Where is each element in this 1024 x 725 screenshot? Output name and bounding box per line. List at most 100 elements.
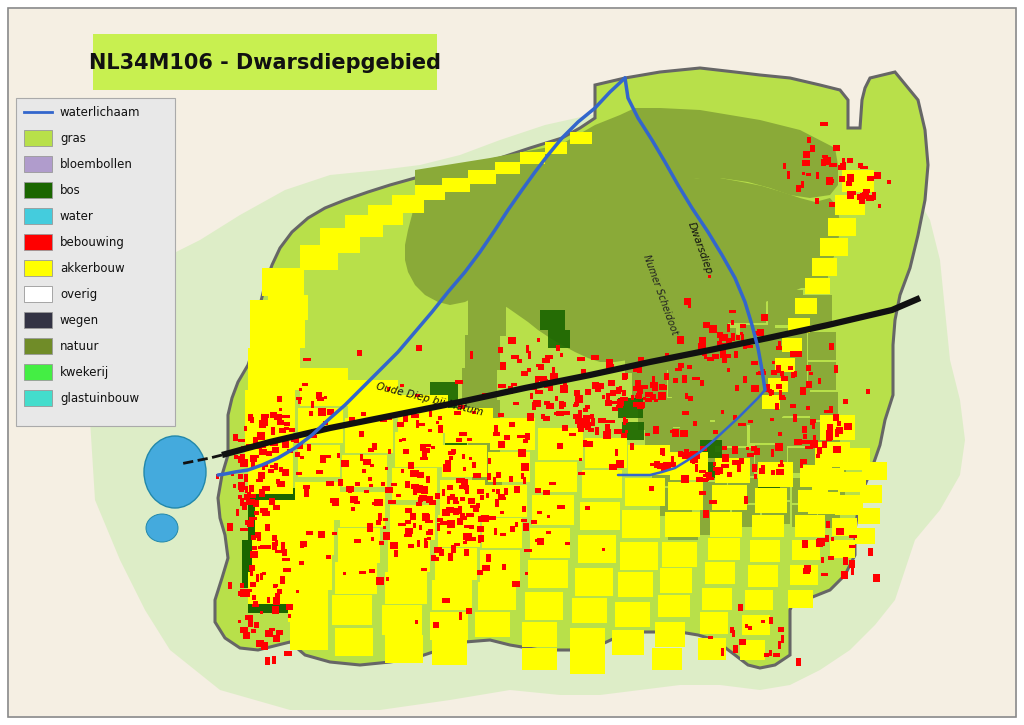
Bar xyxy=(625,338,663,373)
Bar xyxy=(269,498,274,505)
Bar xyxy=(840,448,870,470)
Bar xyxy=(319,228,360,253)
Bar xyxy=(732,630,735,637)
Bar xyxy=(464,478,468,486)
Text: gras: gras xyxy=(60,131,86,144)
Bar xyxy=(280,428,286,433)
Bar xyxy=(415,621,418,624)
Bar xyxy=(713,467,720,471)
Bar xyxy=(559,402,563,410)
Bar xyxy=(303,485,310,489)
Bar xyxy=(286,568,291,572)
Bar xyxy=(836,428,843,434)
Bar xyxy=(752,464,757,472)
Bar xyxy=(469,524,474,529)
Bar xyxy=(490,418,535,450)
Bar xyxy=(258,449,266,455)
Bar xyxy=(706,472,713,477)
Bar xyxy=(688,290,728,328)
Bar xyxy=(523,523,529,531)
Bar xyxy=(279,468,283,473)
Bar xyxy=(648,295,686,330)
Bar xyxy=(722,334,728,341)
Bar xyxy=(300,544,304,547)
Bar xyxy=(778,432,782,436)
Bar xyxy=(598,418,606,423)
Bar xyxy=(245,390,295,428)
Bar xyxy=(256,574,259,582)
Bar xyxy=(476,503,479,508)
Bar xyxy=(536,364,544,367)
Bar xyxy=(722,350,726,355)
Bar xyxy=(758,462,793,487)
Bar xyxy=(821,441,826,447)
Bar xyxy=(268,469,274,473)
Bar xyxy=(453,501,459,504)
Bar xyxy=(770,470,774,475)
Bar xyxy=(645,392,652,397)
Bar xyxy=(815,198,819,204)
Bar xyxy=(248,568,293,613)
Bar xyxy=(590,414,594,419)
Bar xyxy=(695,464,698,472)
Polygon shape xyxy=(215,68,928,668)
Bar xyxy=(241,454,246,462)
Bar xyxy=(665,353,669,357)
Bar xyxy=(546,531,551,534)
Bar xyxy=(278,481,286,486)
Bar xyxy=(470,351,473,359)
Bar xyxy=(582,470,622,498)
Bar xyxy=(456,380,463,384)
Bar xyxy=(280,576,285,584)
Bar xyxy=(751,446,757,451)
Bar xyxy=(694,454,700,459)
Bar xyxy=(807,137,811,143)
Bar xyxy=(544,379,548,383)
Bar xyxy=(731,320,734,325)
Bar xyxy=(580,427,584,430)
Bar xyxy=(477,526,484,532)
Bar xyxy=(469,457,471,460)
Bar xyxy=(534,400,542,407)
Bar xyxy=(839,165,843,170)
Bar xyxy=(855,528,874,544)
Bar xyxy=(780,460,783,464)
Bar xyxy=(721,349,723,357)
Bar xyxy=(456,438,462,442)
Bar xyxy=(652,458,687,486)
Bar xyxy=(348,380,398,418)
Bar xyxy=(722,355,727,362)
Bar xyxy=(461,513,466,519)
Bar xyxy=(446,485,453,490)
Bar xyxy=(369,448,375,452)
Bar xyxy=(466,513,474,517)
Bar xyxy=(282,415,290,418)
Bar xyxy=(768,389,772,393)
Bar xyxy=(290,555,332,590)
Bar xyxy=(795,515,825,537)
Bar xyxy=(547,515,550,518)
Bar xyxy=(528,357,531,360)
Bar xyxy=(265,658,270,666)
Bar xyxy=(669,462,676,467)
Bar xyxy=(754,451,760,455)
Bar xyxy=(421,486,428,494)
Bar xyxy=(660,332,700,370)
Bar xyxy=(425,520,432,523)
Bar xyxy=(602,548,605,551)
Bar xyxy=(668,482,703,510)
Bar xyxy=(616,386,622,394)
Bar xyxy=(548,330,570,348)
Bar xyxy=(241,627,248,633)
Bar xyxy=(662,465,667,471)
Bar xyxy=(815,172,818,178)
Bar xyxy=(810,419,813,425)
Bar xyxy=(392,468,437,500)
Bar xyxy=(527,413,535,421)
Bar xyxy=(595,427,599,435)
Bar xyxy=(428,429,432,432)
Bar xyxy=(562,426,568,431)
Bar xyxy=(550,373,558,381)
Bar xyxy=(300,368,348,406)
Bar xyxy=(546,355,553,359)
